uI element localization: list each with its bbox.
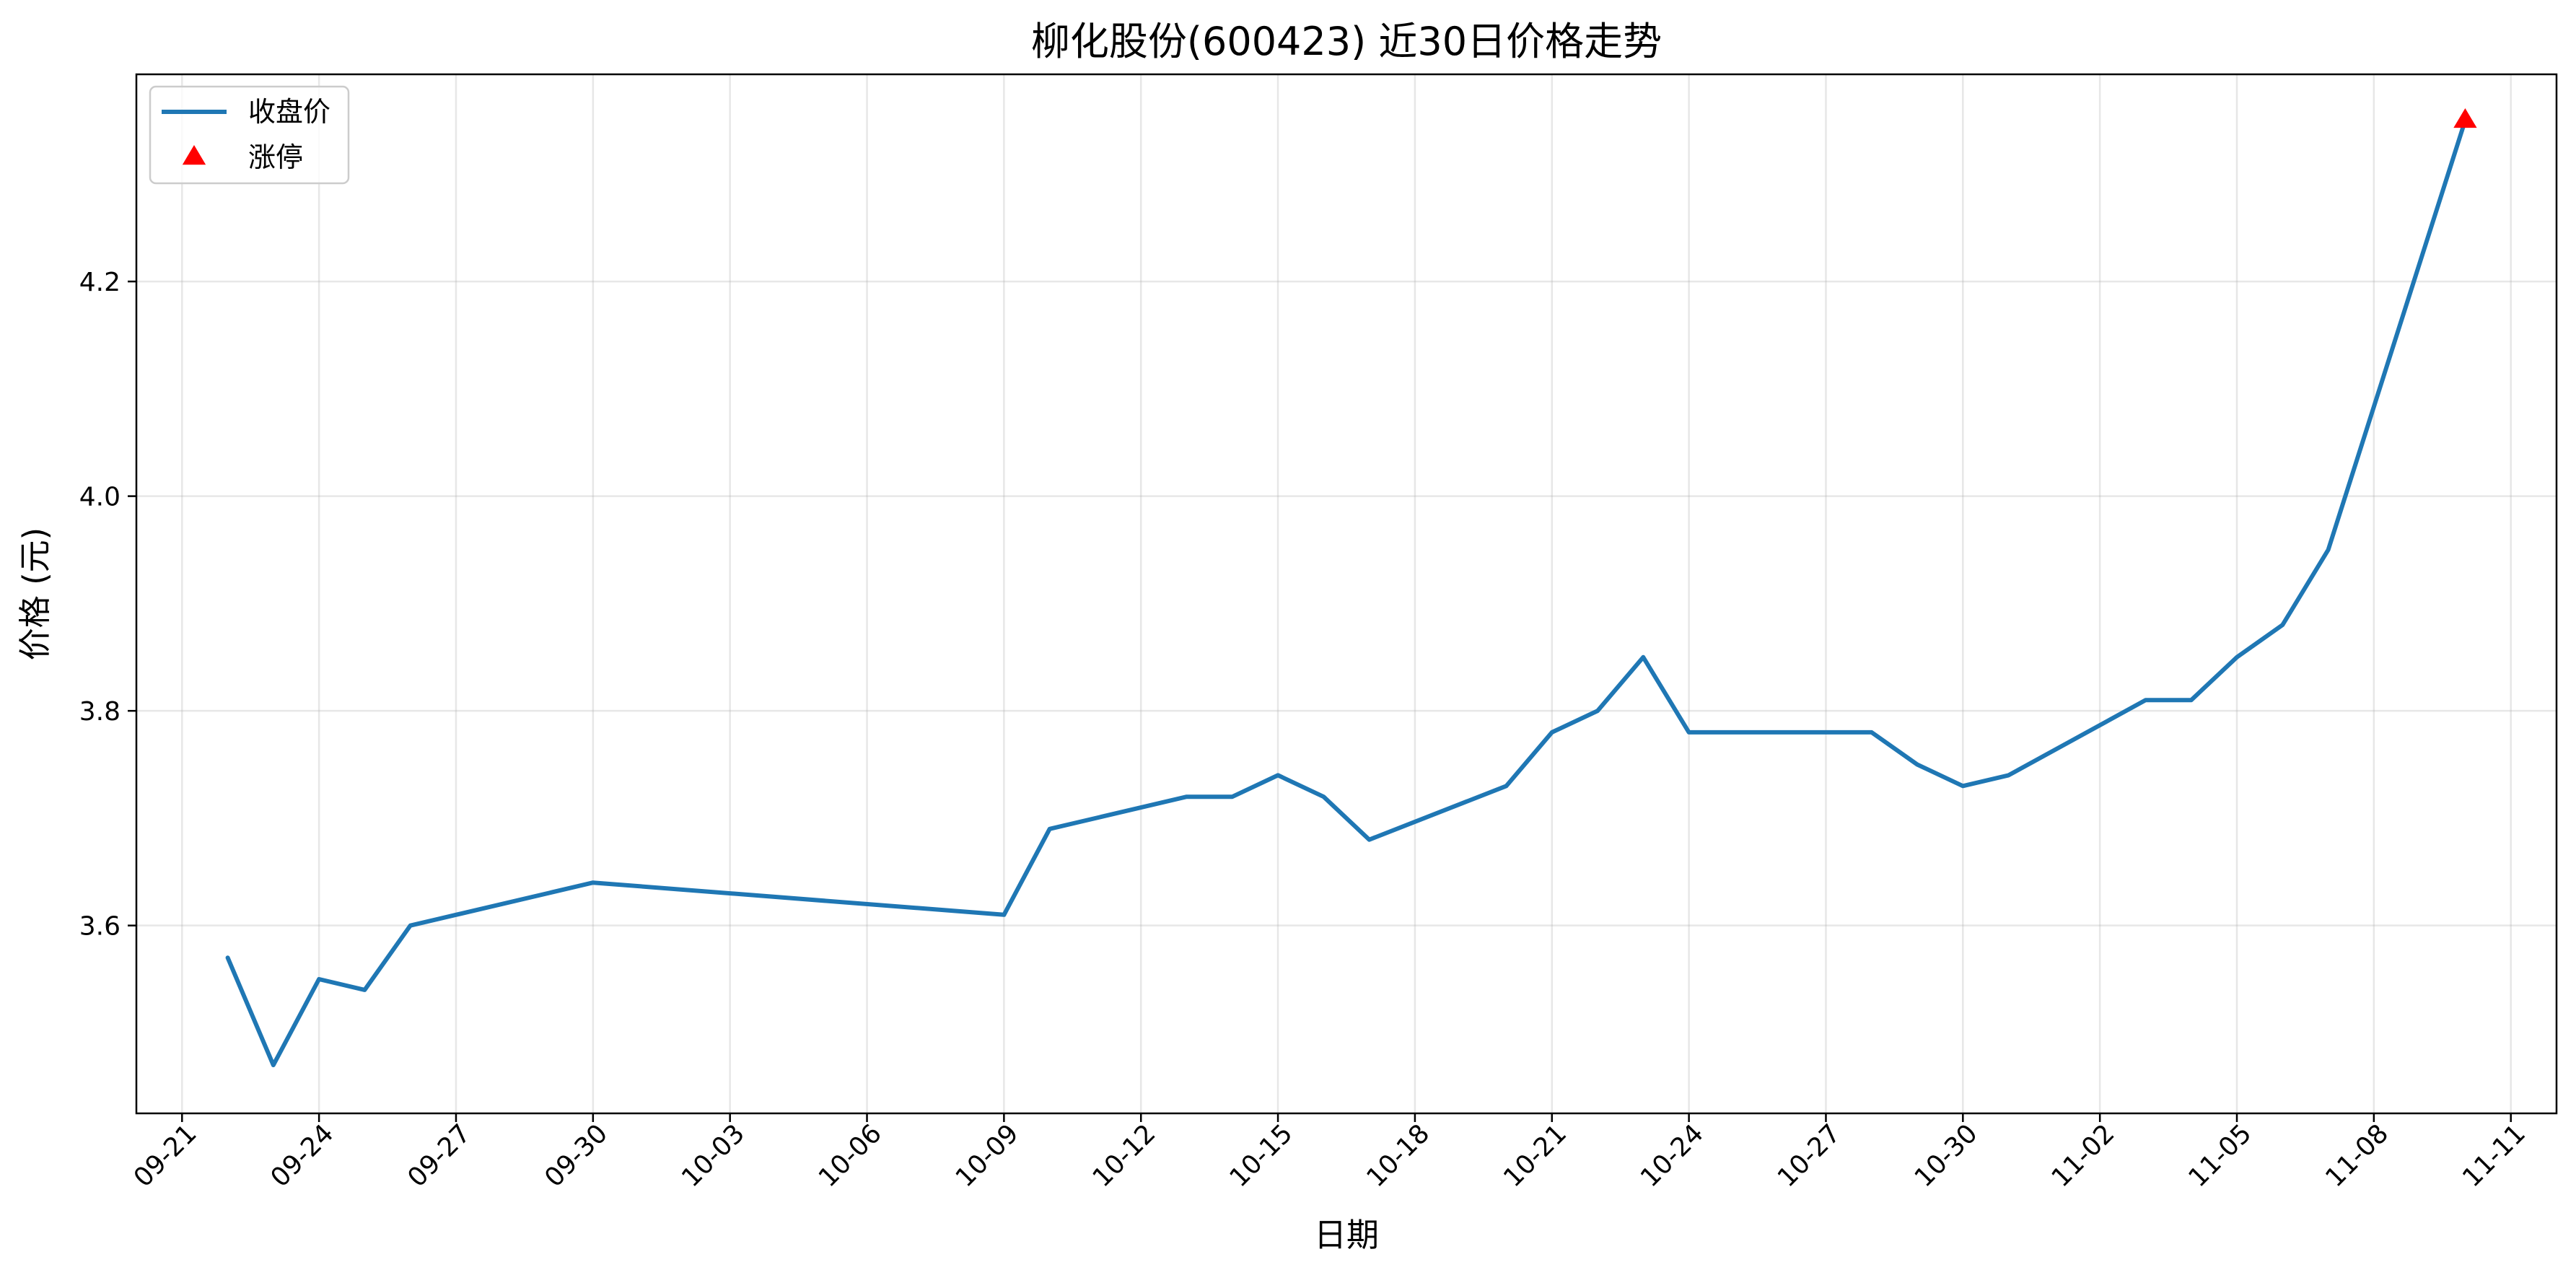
legend-label-limit-up: 涨停 [248,141,303,173]
limit-up-marker [2453,108,2477,128]
legend-swatch-marker [182,145,206,165]
chart-title: 柳化股份(600423) 近30日价格走势 [1031,19,1662,64]
legend: 收盘价 涨停 [149,85,350,185]
x-axis-label: 日期 [1314,1216,1379,1254]
y-tick-label: 3.8 [79,697,121,727]
y-axis: 3.6 3.8 4.0 4.2 [79,268,136,942]
legend-label-close: 收盘价 [248,96,330,128]
plot-series [225,108,2477,1068]
y-tick-label: 4.2 [79,268,121,297]
grid-lines [136,74,2557,1113]
y-tick-label: 3.6 [79,912,121,942]
y-tick-label: 4.0 [79,483,121,512]
close-price-line [225,118,2468,1068]
plot-frame [135,73,2558,1115]
y-axis-label: 价格 (元) [16,527,54,660]
